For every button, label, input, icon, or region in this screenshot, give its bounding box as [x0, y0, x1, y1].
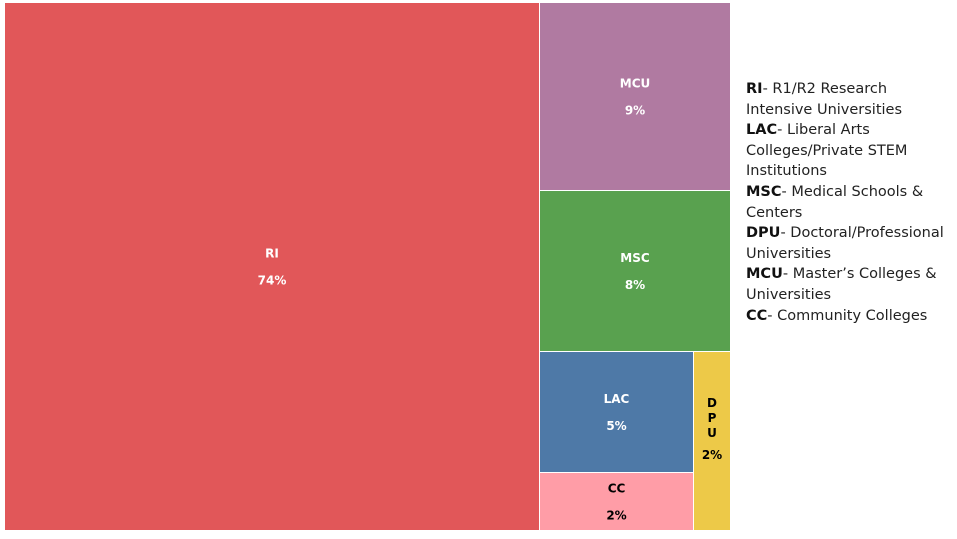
tile-msc-value: 8% [625, 278, 645, 292]
tile-ri-value: 74% [258, 274, 287, 288]
legend-desc: - Doctoral/Professional Universities [746, 225, 944, 262]
legend-code: RI [746, 81, 763, 97]
legend-item-msc: MSC- Medical Schools & Centers [746, 182, 956, 223]
tile-msc [540, 191, 730, 351]
legend-desc: - Liberal Arts Colleges/Private STEM Ins… [746, 122, 908, 180]
tile-lac [540, 352, 693, 472]
legend-item-ri: RI- R1/R2 Research Intensive Universitie… [746, 79, 956, 120]
tile-mcu-label: MCU [620, 77, 651, 91]
tile-dpu-label-char: U [707, 426, 717, 440]
legend-desc: - Medical Schools & Centers [746, 183, 924, 221]
legend-desc: - R1/R2 Research Intensive Universities [746, 81, 903, 118]
tile-lac-label: LAC [604, 392, 630, 406]
tile-cc-label: CC [608, 482, 626, 496]
legend-code: DPU [746, 225, 781, 242]
legend-code: MSC [746, 183, 782, 200]
tile-ri-label: RI [265, 247, 279, 261]
legend: RI- R1/R2 Research Intensive Universitie… [746, 79, 956, 326]
tile-mcu [540, 3, 730, 190]
legend-item-mcu: MCU- Master’s Colleges & Universities [746, 264, 956, 305]
legend-desc: - Master’s Colleges & Universities [746, 266, 937, 303]
tile-dpu-label-char: P [708, 411, 717, 425]
tile-ri [5, 3, 539, 530]
tile-dpu [694, 352, 730, 530]
legend-code: LAC [746, 122, 778, 139]
legend-item-dpu: DPU- Doctoral/Professional Universities [746, 223, 956, 264]
tile-dpu-label-char: D [707, 396, 717, 410]
tile-cc [540, 473, 693, 530]
tile-cc-value: 2% [606, 509, 626, 523]
tile-lac-value: 5% [606, 419, 626, 433]
tile-mcu-value: 9% [625, 104, 645, 118]
tile-msc-label: MSC [620, 251, 650, 265]
legend-desc: - Community Colleges [767, 307, 928, 324]
legend-item-cc: CC- Community Colleges [746, 306, 956, 327]
legend-code: MCU [746, 266, 783, 283]
tile-dpu-value: 2% [702, 448, 722, 462]
legend-item-lac: LAC- Liberal Arts Colleges/Private STEM … [746, 120, 956, 182]
legend-code: CC [746, 307, 768, 324]
